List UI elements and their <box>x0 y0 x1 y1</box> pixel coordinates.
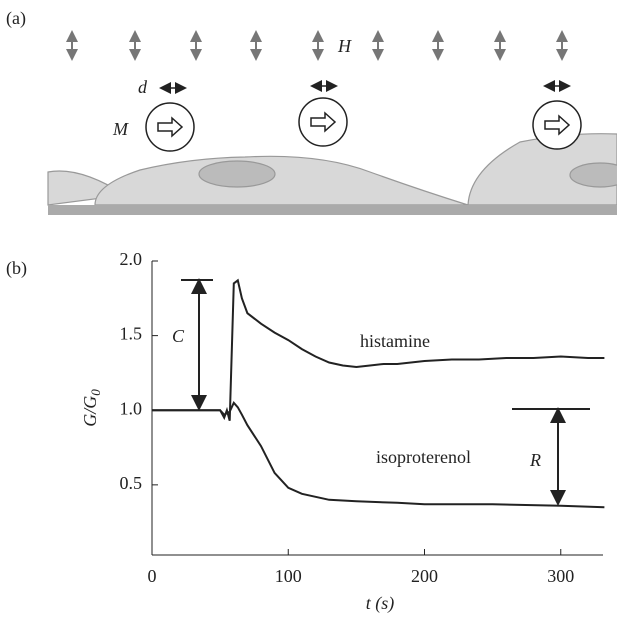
series-label: isoproterenol <box>376 447 471 467</box>
h-label: H <box>337 36 352 56</box>
d-label: d <box>138 77 148 97</box>
x-axis-label: t (s) <box>366 593 395 614</box>
beads <box>145 80 582 152</box>
y-tick-label: 0.5 <box>120 473 143 493</box>
panel-label: (b) <box>6 258 27 279</box>
x-tick-label: 100 <box>275 566 302 586</box>
series-label: histamine <box>360 331 430 351</box>
annotation: R <box>529 450 541 470</box>
y-axis-label: G/G0 <box>80 389 103 427</box>
panel-a: (a) H <box>6 8 617 215</box>
y-tick-label: 1.5 <box>120 324 143 344</box>
x-tick-label: 200 <box>411 566 438 586</box>
substrate <box>48 205 617 215</box>
y-axis-label-sub: 0 <box>88 389 103 396</box>
line <box>152 400 605 509</box>
y-tick-label: 1.0 <box>120 398 143 418</box>
m-label: M <box>112 119 129 139</box>
annotation: C <box>172 326 185 346</box>
cells <box>47 133 617 206</box>
panel-label: (a) <box>6 8 26 29</box>
y-axis-label-main: G/G <box>80 396 100 427</box>
x-tick-label: 0 <box>148 566 157 586</box>
field-arrows <box>66 30 568 61</box>
panel-b: (b) t (s) G/G0 C R 0 100 200 3000.51.01.52.… <box>6 249 605 614</box>
line <box>152 278 605 421</box>
y-tick-label: 2.0 <box>120 249 143 269</box>
x-tick-label: 300 <box>547 566 574 586</box>
